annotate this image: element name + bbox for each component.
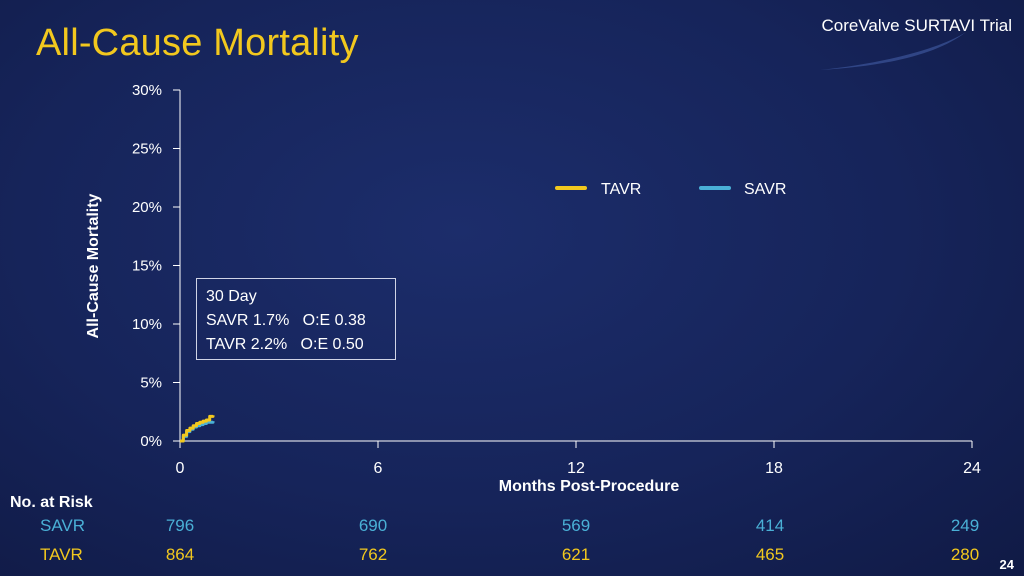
slide-title: All-Cause Mortality bbox=[36, 22, 359, 64]
y-axis-title: All-Cause Mortality bbox=[85, 193, 102, 338]
x-ticks: 0 6 12 18 24 bbox=[176, 441, 981, 477]
risk-table-title: No. at Risk bbox=[10, 494, 93, 511]
risk-savr-month-0: 796 bbox=[165, 516, 195, 535]
y-tick-label: 10% bbox=[132, 316, 162, 333]
callout-savr-line: SAVR 1.7% O:E 0.38 bbox=[206, 312, 366, 329]
x-tick-label: 6 bbox=[374, 460, 383, 477]
risk-tavr-month-12: 621 bbox=[561, 545, 591, 564]
legend-swatch-tavr bbox=[555, 186, 587, 190]
brand-logo-text: CoreValve SURTAVI Trial bbox=[821, 16, 1012, 35]
risk-savr-month-6: 690 bbox=[358, 516, 388, 535]
legend-swatch-savr bbox=[699, 186, 731, 190]
callout-tavr-line: TAVR 2.2% O:E 0.50 bbox=[206, 336, 364, 353]
x-tick-label: 24 bbox=[963, 460, 981, 477]
x-tick-label: 12 bbox=[567, 460, 585, 477]
chart-axes bbox=[179, 90, 972, 442]
y-tick-label: 25% bbox=[132, 141, 162, 158]
x-axis-title: Months Post-Procedure bbox=[499, 478, 680, 495]
y-tick-label: 0% bbox=[140, 433, 162, 450]
legend-label-savr: SAVR bbox=[744, 181, 787, 198]
chart-series bbox=[180, 414, 215, 443]
y-tick-label: 5% bbox=[140, 375, 162, 392]
risk-tavr-month-6: 762 bbox=[358, 545, 388, 564]
y-tick-label: 30% bbox=[132, 82, 162, 99]
x-tick-label: 0 bbox=[176, 460, 185, 477]
risk-savr-month-24: 249 bbox=[950, 516, 980, 535]
risk-tavr-month-18: 465 bbox=[755, 545, 785, 564]
risk-row-label-tavr: TAVR bbox=[40, 545, 83, 564]
risk-tavr-month-0: 864 bbox=[165, 545, 195, 564]
y-ticks: 0% 5% 10% 15% 20% 25% 30% bbox=[132, 82, 180, 450]
x-tick-label: 18 bbox=[765, 460, 783, 477]
y-tick-label: 20% bbox=[132, 199, 162, 216]
thirty-day-callout: 30 Day SAVR 1.7% O:E 0.38 TAVR 2.2% O:E … bbox=[196, 278, 396, 360]
y-tick-label: 15% bbox=[132, 258, 162, 275]
risk-row-label-savr: SAVR bbox=[40, 516, 86, 535]
risk-tavr-month-24: 280 bbox=[950, 545, 980, 564]
risk-savr-month-18: 414 bbox=[755, 516, 785, 535]
slide-number: 24 bbox=[999, 557, 1014, 572]
callout-heading: 30 Day bbox=[206, 288, 257, 305]
legend-label-tavr: TAVR bbox=[601, 181, 642, 198]
risk-savr-month-12: 569 bbox=[561, 516, 591, 535]
series-line-tavr bbox=[180, 414, 215, 443]
